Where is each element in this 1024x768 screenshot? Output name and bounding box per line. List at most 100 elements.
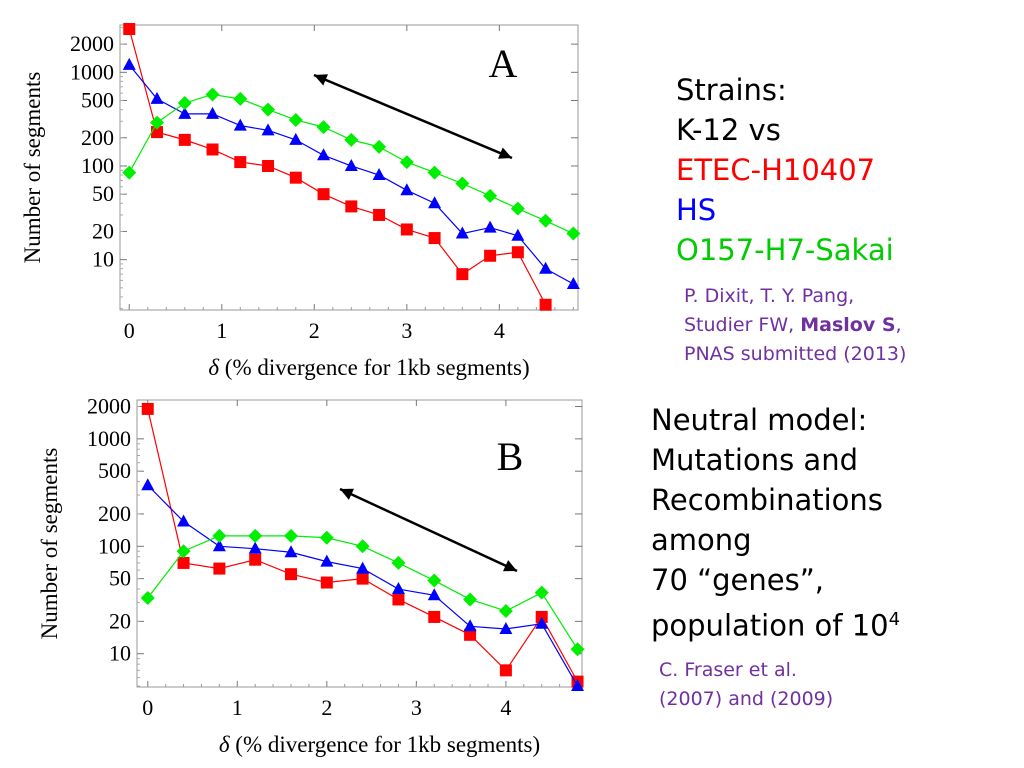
data-point-diamond <box>372 139 387 154</box>
citation-b-line1: C. Fraser et al. <box>659 659 797 681</box>
y-tick-label: 1000 <box>70 59 114 84</box>
citation-a-line3: PNAS submitted (2013) <box>684 343 907 365</box>
data-point-triangle <box>463 619 477 632</box>
x-axis-label: δ (% divergence for 1kb segments) <box>219 732 540 757</box>
data-point-square <box>206 143 219 156</box>
trend-arrow <box>339 487 518 573</box>
citation-b-line2: (2007) and (2009) <box>659 688 834 710</box>
arrow-head <box>498 147 512 159</box>
model-line5: 70 “genes”, <box>651 563 824 597</box>
chart-panel-b: 0 1 2 3 4 10 20 50 100 200 500 1000 2000 δ (% diverge… <box>37 394 585 757</box>
citation-a-line1: P. Dixit, T. Y. Pang, <box>684 285 855 307</box>
x-tick-label: 4 <box>500 695 511 720</box>
data-point-triangle <box>455 226 469 239</box>
data-point-diamond <box>355 539 370 554</box>
data-point-triangle <box>535 616 549 629</box>
data-point-diamond <box>288 112 303 127</box>
y-tick-label: 20 <box>109 608 131 633</box>
data-point-square <box>356 572 369 585</box>
citation-a-line2: Studier FW, Maslov S, <box>684 311 906 340</box>
series-line-red <box>128 28 547 306</box>
citation-a-comma: , <box>895 314 902 336</box>
y-tick-label: 1000 <box>87 426 131 451</box>
data-point-diamond <box>455 176 470 191</box>
model-line4: among <box>651 523 752 557</box>
data-point-diamond <box>391 555 406 570</box>
data-point-square <box>285 568 298 581</box>
data-point-triangle <box>150 91 164 104</box>
data-point-square <box>345 200 358 213</box>
data-point-diamond <box>534 585 549 600</box>
data-point-triangle <box>428 196 442 209</box>
y-tick-label: 50 <box>109 566 131 591</box>
data-point-square <box>428 232 441 245</box>
y-tick-label: 200 <box>98 501 131 526</box>
data-point-diamond <box>399 155 414 170</box>
data-point-diamond <box>212 528 227 543</box>
x-tick-label: 3 <box>401 318 412 343</box>
data-point-square <box>289 171 302 184</box>
x-tick-label: 4 <box>494 318 505 343</box>
data-point-triangle <box>317 148 331 161</box>
data-point-triangle <box>206 106 220 119</box>
model-line1: Neutral model: <box>651 403 868 437</box>
strains-reference: K-12 vs <box>676 113 781 147</box>
model-line3: Recombinations <box>651 483 883 517</box>
population-text: population of 10 <box>651 608 889 643</box>
data-point-triangle <box>261 123 275 136</box>
y-tick-label: 2000 <box>70 31 114 56</box>
panel-title: A <box>489 41 518 86</box>
arrow-head <box>314 74 328 86</box>
y-tick-label: 500 <box>98 458 131 483</box>
data-point-triangle <box>566 276 580 289</box>
citation-a-bold-author: Maslov S <box>800 314 896 336</box>
x-tick-label: 2 <box>321 695 332 720</box>
data-point-triangle <box>320 554 334 567</box>
data-point-triangle <box>571 679 585 692</box>
data-point-square <box>262 159 275 172</box>
data-point-square <box>317 188 330 201</box>
data-point-square <box>213 562 226 575</box>
y-tick-label: 2000 <box>87 394 131 419</box>
data-point-diamond <box>150 115 165 130</box>
data-point-diamond <box>463 592 478 607</box>
citation-b: C. Fraser et al. (2007) and (2009) <box>659 656 833 714</box>
data-point-square <box>428 610 441 623</box>
data-point-diamond <box>284 528 299 543</box>
data-point-diamond <box>427 165 442 180</box>
data-point-square <box>392 593 405 606</box>
y-axis-label: Number of segments <box>37 448 62 640</box>
data-point-square <box>539 298 552 311</box>
data-point-square <box>234 156 247 169</box>
plot-frame <box>136 399 583 688</box>
data-point-triangle <box>499 621 513 634</box>
x-tick-label: 1 <box>232 695 243 720</box>
x-tick-label: 0 <box>124 318 135 343</box>
data-point-triangle <box>356 561 370 574</box>
strain-o157: O157-H7-Sakai <box>676 233 894 267</box>
plot-frame <box>119 24 579 311</box>
data-point-square <box>141 402 154 415</box>
data-point-diamond <box>344 132 359 147</box>
y-tick-label: 20 <box>92 218 114 243</box>
trend-arrow <box>313 73 513 160</box>
y-tick-label: 100 <box>81 153 114 178</box>
data-point-triangle <box>511 228 525 241</box>
data-point-diamond <box>538 213 553 228</box>
x-axis-label: δ (% divergence for 1kb segments) <box>208 355 529 380</box>
data-point-square <box>464 628 477 641</box>
data-point-triangle <box>391 582 405 595</box>
data-point-diamond <box>319 530 334 545</box>
data-point-diamond <box>122 165 137 180</box>
data-point-triangle <box>177 514 191 527</box>
y-tick-label: 50 <box>92 181 114 206</box>
series-line-blue <box>147 484 579 687</box>
data-point-triangle <box>178 106 192 119</box>
data-point-square <box>373 208 386 221</box>
data-point-triangle <box>212 539 226 552</box>
series-line-blue <box>128 64 574 285</box>
x-tick-label: 3 <box>411 695 422 720</box>
y-tick-label: 500 <box>81 88 114 113</box>
strain-hs: HS <box>676 193 717 227</box>
